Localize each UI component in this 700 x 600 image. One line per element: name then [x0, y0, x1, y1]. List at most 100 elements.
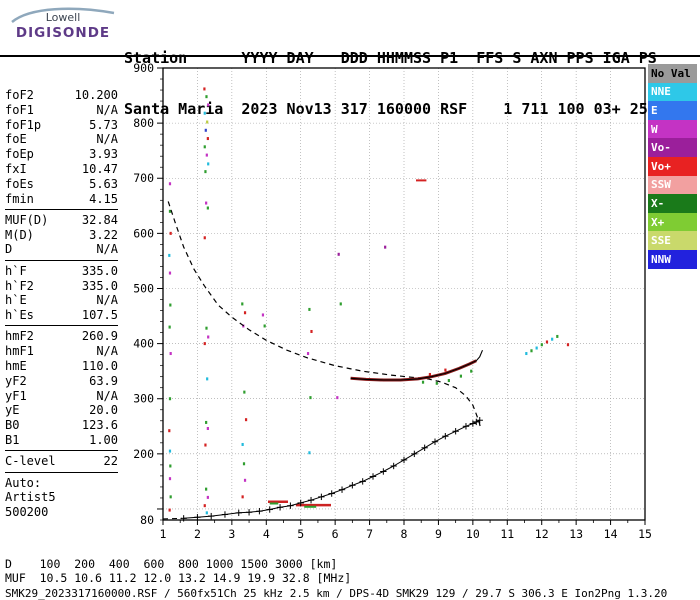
param-value: 107.5 — [81, 308, 118, 323]
param-label: yF1 — [5, 388, 27, 403]
muf-values-row: MUF 10.5 10.6 11.2 12.0 13.2 14.9 19.9 3… — [5, 571, 352, 585]
param-label: h`Es — [5, 308, 34, 323]
param-value: N/A — [96, 293, 118, 308]
svg-text:300: 300 — [133, 392, 154, 406]
svg-text:3: 3 — [228, 527, 235, 541]
svg-text:5: 5 — [297, 527, 304, 541]
svg-text:800: 800 — [133, 116, 154, 130]
param-value: N/A — [96, 388, 118, 403]
series-profile-start — [162, 517, 182, 520]
legend-item-e: E — [648, 101, 697, 120]
param-row-h-e: h`E N/A — [5, 293, 118, 308]
param-value: 5.73 — [89, 117, 118, 132]
param-value: 22 — [103, 454, 118, 469]
legend-item-sse: SSE — [648, 231, 697, 250]
svg-text:80: 80 — [140, 513, 154, 527]
svg-text:4: 4 — [263, 527, 270, 541]
param-value: N/A — [96, 242, 118, 257]
param-row-d: D N/A — [5, 242, 118, 257]
param-row-c-level: C-level 22 — [5, 454, 118, 469]
param-value: 335.0 — [81, 263, 118, 278]
param-label: foF2 — [5, 88, 34, 102]
param-value: 63.9 — [89, 373, 118, 388]
svg-text:400: 400 — [133, 337, 154, 351]
param-label: M(D) — [5, 227, 34, 242]
param-label: hmE — [5, 359, 27, 374]
param-label: foEs — [5, 176, 34, 191]
logo-digisonde-text: DIGISONDE — [15, 25, 111, 41]
param-group-divider — [5, 471, 118, 473]
param-label: 500200 — [5, 505, 49, 520]
param-label: foE — [5, 132, 27, 147]
legend-item-x: X+ — [648, 212, 697, 232]
param-label: MUF(D) — [5, 212, 49, 227]
param-value: 260.9 — [81, 329, 118, 344]
plot-grid — [163, 68, 645, 520]
param-row-h-f2: h`F2 335.0 — [5, 279, 118, 294]
legend-item-w: W — [648, 119, 697, 139]
param-label: D — [5, 242, 13, 257]
header-station-values: Santa Maria 2023 Nov13 317 160000 RSF 1 … — [124, 100, 648, 118]
svg-text:7: 7 — [366, 527, 373, 541]
svg-text:700: 700 — [133, 171, 154, 185]
legend-item-nnw: NNW — [648, 249, 697, 269]
svg-text:200: 200 — [133, 447, 154, 461]
param-label: fxI — [5, 161, 27, 176]
svg-text:9: 9 — [435, 527, 442, 541]
series-true-height-profile — [180, 417, 483, 522]
param-row-fmin: fmin 4.15 — [5, 192, 118, 207]
svg-text:11: 11 — [500, 527, 514, 541]
param-value: 20.0 — [89, 403, 118, 418]
param-row-hmf2: hmF2 260.9 — [5, 329, 118, 344]
plot-axes: 1 2 3 4 5 6 7 8 9 10 11 12 13 14 159008007006005004003… — [133, 61, 652, 541]
param-value: 10.47 — [81, 161, 118, 176]
svg-text:15: 15 — [638, 527, 652, 541]
logo-swoosh-icon — [11, 7, 115, 23]
param-label: Auto: — [5, 475, 42, 490]
svg-text:500: 500 — [133, 281, 154, 295]
scattered-echo-points — [168, 87, 570, 515]
param-row-yf2: yF2 63.9 — [5, 374, 118, 389]
svg-text:6: 6 — [332, 527, 339, 541]
svg-text:12: 12 — [535, 527, 549, 541]
legend-item-vo: Vo+ — [648, 156, 697, 176]
scaled-parameters-panel: foF2 10.200 foF1 N/A foF1p 5.73 foE N/A foEp 3.93… — [5, 88, 118, 520]
plot-frame — [162, 67, 646, 521]
param-value: 32.84 — [81, 212, 118, 227]
param-row-foep: foEp 3.93 — [5, 147, 118, 162]
param-label: h`E — [5, 293, 27, 308]
header-divider — [0, 55, 700, 57]
param-row-fof1: foF1 N/A — [5, 103, 118, 118]
param-label: C-level — [5, 454, 56, 469]
series-f2-fitted-trace — [350, 349, 484, 381]
logo-lowell-text: Lowell — [45, 11, 81, 24]
param-value: 10.200 — [74, 88, 118, 102]
svg-text:13: 13 — [569, 527, 583, 541]
param-row-hmf1: hmF1 N/A — [5, 344, 118, 359]
param-label: hmF2 — [5, 329, 34, 344]
param-label: B1 — [5, 433, 20, 448]
param-row-b1: B1 1.00 — [5, 433, 118, 448]
param-value: N/A — [96, 132, 118, 147]
legend-item-x: X- — [648, 194, 697, 213]
svg-text:10: 10 — [466, 527, 480, 541]
param-value: 5.63 — [89, 176, 118, 191]
param-group-divider — [5, 208, 118, 210]
param-value: 123.6 — [81, 418, 118, 433]
series-muf-transmission-curve — [167, 201, 481, 428]
legend-item-vo: Vo- — [648, 138, 697, 157]
svg-text:8: 8 — [401, 527, 408, 541]
param-label: h`F — [5, 263, 27, 278]
param-row-yf1: yF1 N/A — [5, 389, 118, 404]
svg-text:14: 14 — [604, 527, 618, 541]
legend-item-ssw: SSW — [648, 175, 697, 195]
svg-text:900: 900 — [133, 61, 154, 75]
param-row-ye: yE 20.0 — [5, 403, 118, 418]
param-label: foF1 — [5, 102, 34, 117]
muf-distance-row: D 100 200 400 600 800 1000 1500 3000 [km… — [5, 557, 338, 571]
param-row-hme: hmE 110.0 — [5, 359, 118, 374]
station-header: Station YYYY DAY DDD HHMMSS P1 FFS S AXN… — [124, 16, 657, 135]
param-group-divider — [5, 325, 118, 327]
param-value: 3.93 — [89, 147, 118, 162]
